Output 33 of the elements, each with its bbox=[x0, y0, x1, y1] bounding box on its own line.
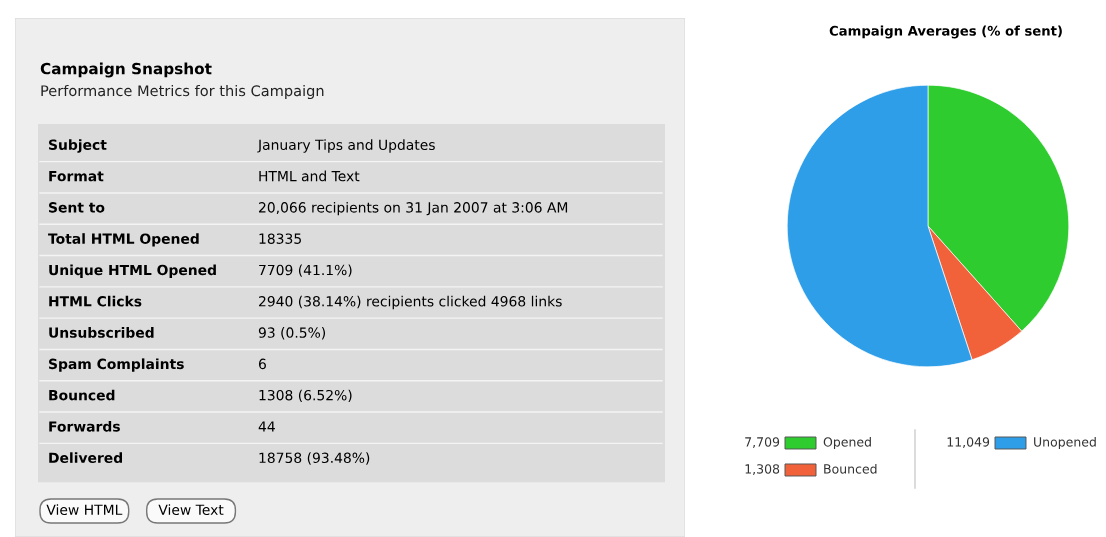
text: January Tips and Updates bbox=[257, 139, 435, 153]
text: 7709 (41.1%) bbox=[259, 264, 352, 277]
category-label: Unsubscribed bbox=[49, 327, 154, 338]
category-label: Delivered bbox=[49, 452, 122, 464]
text: 1308 (6.52%) bbox=[259, 389, 352, 403]
category-label: Unique HTML Opened bbox=[49, 264, 216, 278]
legend-label: Unopened bbox=[1034, 436, 1096, 450]
category-label: Format bbox=[49, 171, 104, 182]
text: View Text bbox=[158, 504, 224, 516]
chart-title: Campaign Averages (% of sent) bbox=[829, 25, 1062, 39]
category-label: Total HTML Opened bbox=[48, 233, 199, 247]
legend-label: Opened bbox=[823, 436, 871, 450]
category-label: Sent to bbox=[49, 202, 105, 213]
text: HTML and Text bbox=[259, 170, 360, 182]
data-label: 11,049 bbox=[947, 437, 990, 448]
text: 18758 (93.48%) bbox=[259, 452, 370, 465]
data-label: 7,709 bbox=[745, 437, 780, 448]
text: Performance Metrics for this Campaign bbox=[41, 84, 324, 100]
text: Campaign Snapshot bbox=[40, 62, 212, 78]
text: 6 bbox=[258, 358, 266, 370]
category-label: Spam Complaints bbox=[49, 358, 184, 372]
category-label: Bounced bbox=[49, 389, 115, 401]
data-label: 1,308 bbox=[745, 464, 780, 475]
text: 18335 bbox=[259, 233, 301, 244]
text: 20,066 recipients on 31 Jan 2007 at 3:06 AM bbox=[259, 201, 568, 216]
text: 44 bbox=[258, 421, 275, 432]
category-label: Forwards bbox=[49, 420, 120, 432]
category-label: Subject bbox=[49, 139, 107, 153]
text: 93 (0.5%) bbox=[258, 327, 326, 340]
category-label: HTML Clicks bbox=[49, 295, 142, 307]
text: 2940 (38.14%) recipients clicked 4968 links bbox=[259, 295, 562, 310]
legend-label: Bounced bbox=[824, 463, 877, 474]
text: View HTML bbox=[46, 504, 123, 516]
